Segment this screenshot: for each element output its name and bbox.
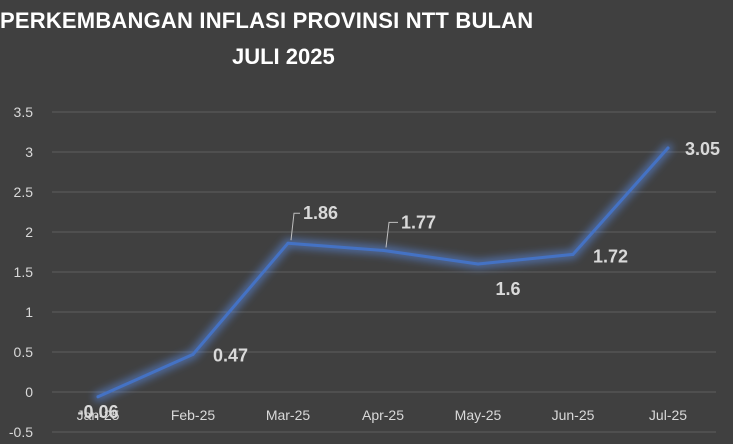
data-label: 3.05 [685, 139, 720, 159]
data-point [96, 395, 100, 399]
chart-title-line-2: JULI 2025 [232, 44, 335, 69]
data-label: 1.72 [593, 246, 628, 266]
y-axis-ticks: 3.5 3 2.5 2 1.5 1 0.5 0 -0.5 [9, 104, 33, 440]
y-tick-label: 3 [25, 144, 33, 160]
data-label: 1.86 [303, 203, 338, 223]
data-label: 1.77 [401, 212, 436, 232]
y-tick-label: 1.5 [14, 264, 34, 280]
chart-title-line-1: PERKEMBANGAN INFLASI PROVINSI NTT BULAN [0, 8, 534, 33]
data-label: 1.6 [495, 279, 520, 299]
y-tick-label: 0.5 [14, 344, 34, 360]
data-point [666, 146, 670, 150]
x-tick-label: Jun-25 [552, 407, 595, 423]
data-label: 0.47 [213, 345, 248, 365]
x-tick-label: Jul-25 [649, 407, 687, 423]
series-line-group [93, 143, 673, 402]
data-label-leader-line [290, 212, 300, 241]
data-label-leader-line [385, 221, 398, 248]
data-labels: -0.06 0.47 1.86 1.77 1.6 1.72 3.05 [77, 139, 720, 422]
data-point [571, 252, 575, 256]
y-tick-label: 2.5 [14, 184, 34, 200]
x-tick-label: Mar-25 [266, 407, 311, 423]
data-point [191, 352, 195, 356]
data-point [476, 262, 480, 266]
x-tick-label: Jan-25 [77, 407, 120, 423]
x-tick-label: May-25 [455, 407, 502, 423]
y-tick-label: 1 [25, 304, 33, 320]
y-tick-label: -0.5 [9, 424, 33, 440]
x-axis-ticks: Jan-25 Feb-25 Mar-25 Apr-25 May-25 Jun-25 Jul-… [77, 407, 688, 423]
y-tick-label: 0 [25, 384, 33, 400]
y-tick-label: 2 [25, 224, 33, 240]
data-label: -0.06 [77, 402, 118, 422]
x-tick-label: Apr-25 [362, 407, 404, 423]
gridlines [52, 111, 716, 433]
data-point [286, 241, 290, 245]
data-point [381, 248, 385, 252]
chart-title: PERKEMBANGAN INFLASI PROVINSI NTT BULAN … [0, 0, 733, 80]
y-tick-label: 3.5 [14, 104, 34, 120]
x-tick-label: Feb-25 [171, 407, 216, 423]
